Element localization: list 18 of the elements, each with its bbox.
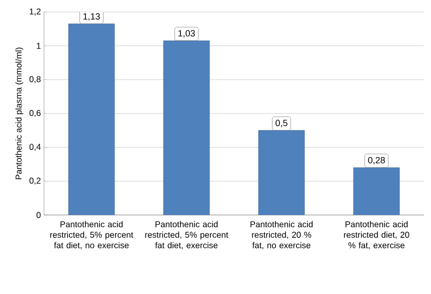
y-tick-label: 0	[36, 212, 41, 218]
y-tick-label: 0,4	[29, 144, 41, 151]
bar	[258, 130, 305, 215]
y-tick-label: 1,2	[30, 8, 41, 16]
y-tick-label: 1	[36, 42, 41, 49]
y-axis-title: Pantothenic acid plasma (mmol/ml)	[15, 48, 24, 180]
y-tick-label: 0,2	[29, 178, 41, 185]
data-label: 1,03	[178, 30, 195, 38]
y-tick-label: 0,8	[29, 76, 41, 84]
data-label: 1,13	[83, 13, 100, 21]
data-label: 0,5	[276, 120, 288, 128]
bar	[68, 24, 115, 215]
x-tick-label: Pantothenic acid restricted, 5% percent fat diet, exercise	[145, 221, 228, 250]
x-tick-label: Pantothenic acid restricted, 20 % fat, no exercise	[250, 221, 313, 250]
x-tick-label: Pantothenic acid restricted, 5% percent fat diet, no exercise	[50, 221, 134, 250]
y-tick-label: 0,6	[29, 110, 41, 118]
x-tick-label: Pantothenic acid restricted diet, 20 % fat, exercise	[344, 221, 410, 250]
data-label: 0,28	[368, 157, 385, 164]
